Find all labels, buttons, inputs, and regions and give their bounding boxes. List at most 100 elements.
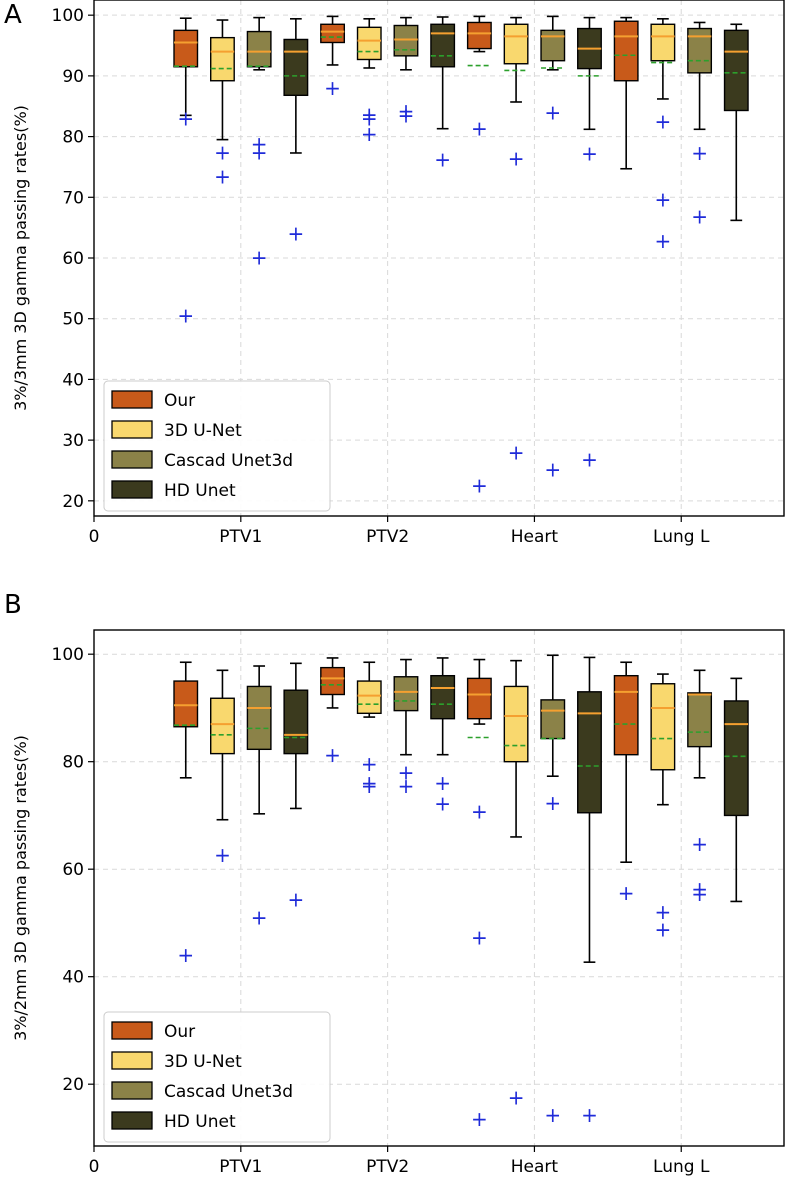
legend-frame bbox=[103, 380, 331, 512]
y-axis-label: 3%/3mm 3D gamma passing rates(%) bbox=[11, 105, 30, 411]
x-tick-label: Heart bbox=[511, 1157, 559, 1177]
legend-swatch bbox=[111, 1111, 153, 1130]
legend-swatch bbox=[111, 450, 153, 469]
outlier-point: + bbox=[655, 109, 672, 133]
outlier-point: + bbox=[471, 925, 488, 949]
y-tick-label: 40 bbox=[62, 968, 84, 988]
outlier-point: + bbox=[361, 774, 378, 798]
legend-label: Cascad Unet3d bbox=[164, 451, 293, 471]
y-tick-label: 50 bbox=[62, 310, 84, 330]
box bbox=[723, 700, 749, 817]
outlier-point: + bbox=[251, 132, 268, 156]
x-tick-label: 0 bbox=[89, 527, 100, 547]
outlier-point: + bbox=[434, 771, 451, 795]
box-group: + bbox=[320, 15, 346, 100]
box-group: ++ bbox=[430, 657, 456, 816]
outlier-point: + bbox=[287, 887, 304, 911]
box bbox=[540, 699, 566, 740]
outlier-point: + bbox=[398, 99, 415, 123]
box-group: ++ bbox=[503, 16, 529, 464]
outlier-point: + bbox=[361, 752, 378, 776]
outlier-point: + bbox=[691, 141, 708, 165]
outlier-point: + bbox=[434, 148, 451, 172]
outlier-point: + bbox=[508, 146, 525, 170]
box-group: + bbox=[173, 661, 199, 967]
legend: Our 3D U-Net Cascad Unet3d HD Unet bbox=[103, 380, 331, 512]
y-axis-label: 3%/2mm 3D gamma passing rates(%) bbox=[11, 735, 30, 1041]
legend-swatch bbox=[111, 390, 153, 409]
outlier-point: + bbox=[214, 843, 231, 867]
outlier-point: + bbox=[544, 100, 561, 124]
y-tick-label: 100 bbox=[52, 6, 84, 26]
box bbox=[210, 697, 235, 755]
outlier-point: + bbox=[655, 917, 672, 941]
box bbox=[320, 23, 346, 44]
outlier-point: + bbox=[471, 1107, 488, 1131]
box-group: + bbox=[503, 659, 529, 1110]
box bbox=[723, 29, 749, 112]
box-group: +++ bbox=[356, 661, 382, 798]
box bbox=[650, 683, 676, 771]
box-group: +++ bbox=[246, 16, 272, 269]
legend-swatch bbox=[111, 1021, 153, 1040]
y-tick-label: 20 bbox=[62, 1075, 84, 1095]
box-group: ++ bbox=[393, 16, 419, 127]
box-group: +++ bbox=[650, 18, 676, 253]
box bbox=[687, 27, 713, 74]
outlier-point: + bbox=[287, 222, 304, 246]
y-tick-label: 80 bbox=[62, 128, 84, 148]
outlier-point: + bbox=[361, 103, 378, 127]
outlier-point: + bbox=[398, 760, 415, 784]
box bbox=[466, 21, 492, 50]
plot-frame bbox=[93, 0, 785, 517]
outlier-point: + bbox=[691, 205, 708, 229]
outlier-point: + bbox=[324, 76, 341, 100]
panel-label: A bbox=[4, 0, 22, 30]
outlier-point: + bbox=[214, 165, 231, 189]
box bbox=[173, 680, 199, 728]
box bbox=[577, 691, 602, 814]
box-group: + bbox=[613, 661, 639, 905]
outlier-point: + bbox=[691, 882, 708, 906]
y-tick-label: 30 bbox=[62, 431, 84, 451]
box-group: +++ bbox=[687, 669, 713, 906]
box bbox=[393, 24, 419, 57]
outlier-point: + bbox=[471, 117, 488, 141]
box bbox=[356, 680, 382, 715]
box-group: ++ bbox=[540, 654, 566, 1127]
outlier-point: + bbox=[471, 800, 488, 824]
box bbox=[430, 23, 456, 68]
box bbox=[320, 666, 346, 696]
outlier-point: + bbox=[177, 943, 194, 967]
box bbox=[503, 685, 529, 763]
box-group: ++ bbox=[687, 21, 713, 229]
y-tick-label: 60 bbox=[62, 249, 84, 269]
x-tick-label: PTV2 bbox=[366, 1157, 409, 1177]
box bbox=[246, 30, 272, 68]
box bbox=[540, 29, 566, 62]
outlier-point: + bbox=[434, 792, 451, 816]
box bbox=[613, 20, 639, 82]
legend-swatch bbox=[111, 1081, 153, 1100]
box bbox=[173, 29, 199, 68]
x-tick-label: 0 bbox=[89, 1157, 100, 1177]
x-tick-label: PTV1 bbox=[219, 527, 262, 547]
outlier-point: + bbox=[691, 877, 708, 901]
box-group: + bbox=[283, 662, 309, 911]
box-group: + bbox=[320, 657, 346, 767]
grid-lines bbox=[94, 0, 784, 516]
box-group: + + + bbox=[466, 658, 492, 1131]
outlier-point: + bbox=[361, 106, 378, 130]
outlier-point: + bbox=[214, 140, 231, 164]
box bbox=[503, 23, 529, 65]
y-tick-label: 90 bbox=[62, 67, 84, 87]
outlier-point: + bbox=[398, 103, 415, 127]
box-group: ++ bbox=[540, 15, 566, 481]
x-tick-label: Heart bbox=[511, 527, 559, 547]
box-group: + bbox=[210, 669, 235, 867]
box bbox=[613, 674, 639, 756]
box-group: + bbox=[430, 16, 456, 172]
outlier-point: + bbox=[251, 906, 268, 930]
boxplot-chart-b: 20 40 60 80 100 0 PTV1 PTV2 Heart Lung L 3%/2mm 3D… bbox=[11, 629, 785, 1177]
legend-swatch bbox=[111, 480, 153, 499]
